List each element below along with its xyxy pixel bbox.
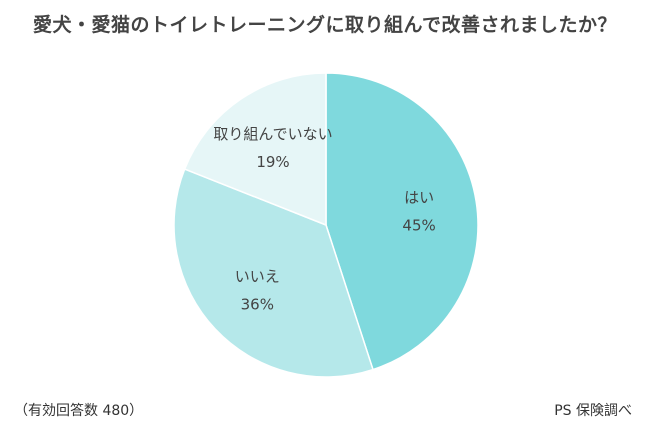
source-note: PS 保険調べ	[554, 403, 632, 419]
pie-slice-3	[183, 72, 327, 227]
pie-slice-2	[173, 168, 374, 378]
chart-title: 愛犬・愛猫のトイレトレーニングに取り組んで改善されましたか？	[32, 14, 618, 36]
sample-size-note: （有効回答数 480）	[14, 403, 144, 419]
slice-category-label: はい	[404, 188, 434, 206]
pie-slice-1	[325, 72, 479, 371]
slice-value-label: 19%	[256, 153, 289, 171]
slice-value-label: 45%	[402, 216, 435, 234]
slice-category-label: 取り組んでいない	[213, 125, 332, 143]
slice-category-label: いいえ	[235, 268, 280, 286]
slice-value-label: 36%	[241, 296, 274, 314]
